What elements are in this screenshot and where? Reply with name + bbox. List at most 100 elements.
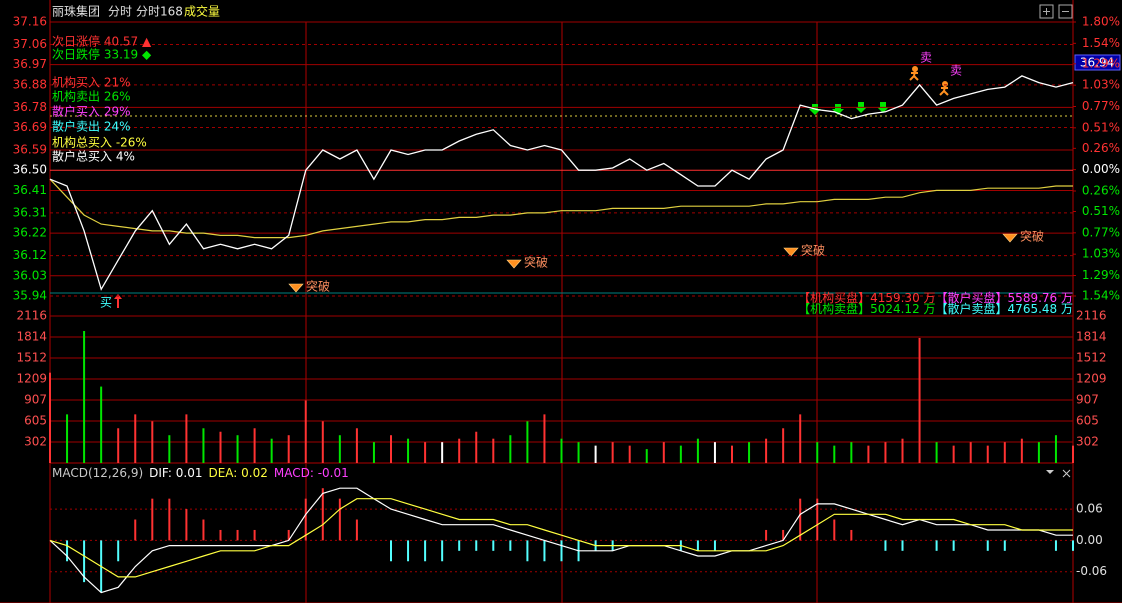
volume-bar <box>117 428 120 463</box>
flow-row: 【机构买盘】4159.30 万【散户买盘】5589.76 万 <box>798 290 1073 305</box>
volume-bar <box>509 435 512 463</box>
y-tick-label: 36.12 <box>13 248 47 262</box>
volume-bar <box>918 337 921 463</box>
y2-tick-label: 1.03% <box>1082 247 1120 261</box>
volume-bar <box>304 400 307 463</box>
flow-item: 【机构买盘】 <box>798 290 870 305</box>
y-tick-label: 35.94 <box>13 289 47 303</box>
volume-bar <box>1072 445 1074 463</box>
volume-bar <box>679 445 682 463</box>
y-tick-label: 36.97 <box>13 57 47 71</box>
view-tab[interactable]: 分时 <box>108 5 132 19</box>
y-tick-label: 36.50 <box>13 163 47 177</box>
y-tick-label: 0.06 <box>1076 502 1103 516</box>
volume-bar <box>1054 435 1057 463</box>
y2-tick-label: 1.29% <box>1082 56 1120 70</box>
volume-bar <box>594 445 597 463</box>
y-tick-label: 36.78 <box>13 100 47 114</box>
annotation: 卖 <box>950 64 962 78</box>
volume-bar <box>731 445 733 463</box>
flow-item: 4765.48 万 <box>1008 302 1073 316</box>
y2-tick-label: 1.03% <box>1082 78 1120 92</box>
volume-bar <box>287 435 290 463</box>
legend-note: 机构卖出 26% <box>52 89 131 104</box>
y-tick-label: 36.69 <box>13 120 47 134</box>
buy-arrow <box>114 294 122 308</box>
y-tick-label: 36.41 <box>13 183 47 197</box>
flow-item: 【机构卖盘】 <box>798 301 870 316</box>
volume-bar <box>202 428 205 463</box>
volume-bar <box>765 438 768 463</box>
legend-note: 散户总买入 4% <box>52 149 135 164</box>
volume-bar <box>151 421 154 463</box>
y-tick-label: 37.16 <box>13 15 47 29</box>
volume-bar <box>492 438 495 463</box>
y-tick-label: 1814 <box>16 329 47 343</box>
y-tick-label: 1209 <box>16 372 47 386</box>
dropdown[interactable] <box>1046 470 1054 474</box>
volume-bar <box>134 414 137 463</box>
volume-bar <box>696 438 699 463</box>
y-tick-label: 36.03 <box>13 268 47 282</box>
volume-bar <box>100 386 103 463</box>
y-tick-label: 302 <box>1076 435 1099 449</box>
volume-bar <box>168 435 171 463</box>
volume-bar <box>952 445 955 463</box>
volume-bar <box>236 435 239 463</box>
volume-bar <box>577 442 580 463</box>
annotation: 突破 <box>1020 229 1044 244</box>
view-tab[interactable]: 分时168 <box>136 5 183 19</box>
volume-bar <box>338 435 341 463</box>
y-tick-label: 36.88 <box>13 77 47 91</box>
macd-label: DIF: 0.01 <box>149 466 202 480</box>
y-tick-label: 2116 <box>1076 309 1107 323</box>
close[interactable] <box>1062 469 1071 478</box>
flow-item: 5589.76 万 <box>1008 291 1073 305</box>
zoom-in[interactable] <box>1039 4 1054 19</box>
volume-bar <box>969 442 972 463</box>
annotation: 突破 <box>801 243 825 258</box>
volume-bar <box>935 442 938 463</box>
y-tick-label: 36.59 <box>13 143 47 157</box>
volume-bar <box>441 442 444 463</box>
indicator-name: 成交量 <box>184 4 220 19</box>
volume-bar <box>816 442 819 463</box>
macd-label: MACD: -0.01 <box>274 466 349 480</box>
y-tick-label: 605 <box>1076 413 1099 427</box>
flow-item: 4159.30 万 <box>870 291 935 305</box>
y-tick-label: -0.06 <box>1076 564 1107 578</box>
volume-bar <box>1037 442 1040 463</box>
y2-tick-label: 1.80% <box>1082 15 1120 29</box>
flow-item: 5024.12 万 <box>870 302 935 316</box>
volume-bar <box>748 442 751 463</box>
volume-bar <box>867 445 870 463</box>
y2-tick-label: 1.29% <box>1082 268 1120 282</box>
zoom-out[interactable] <box>1058 4 1073 19</box>
volume-bar <box>219 431 222 463</box>
y2-tick-label: 1.54% <box>1082 289 1120 303</box>
volume-bar <box>799 414 802 463</box>
y-tick-label: 2116 <box>16 309 47 323</box>
y-tick-label: 1512 <box>1076 350 1107 364</box>
volume-bar <box>901 438 904 463</box>
breakout-icons <box>288 233 1018 293</box>
volume-bar <box>407 438 410 463</box>
volume-bar <box>355 428 358 463</box>
volume-bar <box>49 372 51 463</box>
y-tick-label: 907 <box>1076 392 1099 406</box>
y-tick-label: 36.22 <box>13 226 47 240</box>
volume-bar <box>884 442 887 463</box>
last-price: 36.94 <box>1080 56 1114 70</box>
volume-bar <box>628 445 631 463</box>
y-tick-label: 37.06 <box>13 37 47 51</box>
y-tick-label: 1209 <box>1076 372 1107 386</box>
y2-tick-label: 0.26% <box>1082 183 1120 197</box>
y-tick-label: 1512 <box>16 350 47 364</box>
volume-bar <box>1020 438 1023 463</box>
y-tick-label: 36.31 <box>13 205 47 219</box>
volume-bar <box>782 428 785 463</box>
price-line <box>49 75 1074 291</box>
legend-note: 次日跌停 33.19 ◆ <box>52 47 152 62</box>
volume-bar <box>390 435 392 463</box>
